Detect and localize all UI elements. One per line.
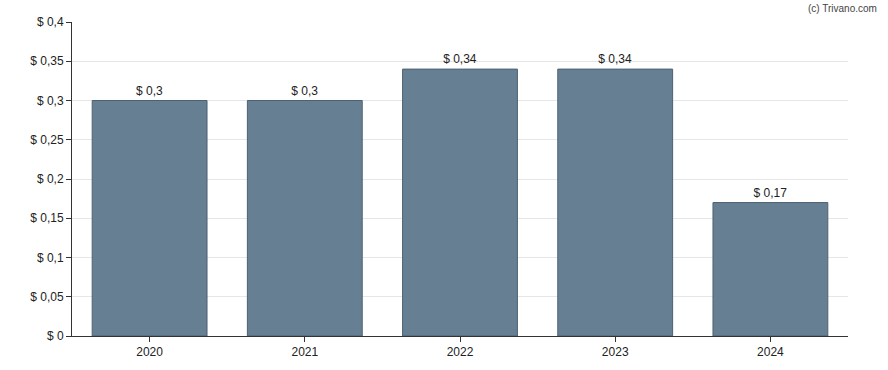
svg-text:$ 0,34: $ 0,34	[598, 52, 632, 66]
svg-text:$ 0,3: $ 0,3	[37, 94, 64, 108]
svg-text:$ 0,4: $ 0,4	[37, 15, 64, 29]
svg-text:2022: 2022	[447, 345, 474, 359]
svg-text:(c) Trivano.com: (c) Trivano.com	[808, 3, 877, 14]
svg-text:$ 0,1: $ 0,1	[37, 251, 64, 265]
svg-text:$ 0,05: $ 0,05	[30, 290, 64, 304]
svg-text:2020: 2020	[136, 345, 163, 359]
svg-text:$ 0,17: $ 0,17	[754, 186, 788, 200]
svg-text:2024: 2024	[757, 345, 784, 359]
svg-text:2021: 2021	[291, 345, 318, 359]
svg-text:$ 0,3: $ 0,3	[136, 84, 163, 98]
svg-text:$ 0: $ 0	[47, 329, 64, 343]
svg-text:$ 0,3: $ 0,3	[291, 84, 318, 98]
svg-text:$ 0,25: $ 0,25	[30, 133, 64, 147]
svg-text:$ 0,2: $ 0,2	[37, 172, 64, 186]
svg-text:2023: 2023	[602, 345, 629, 359]
svg-text:$ 0,15: $ 0,15	[30, 211, 64, 225]
svg-text:$ 0,35: $ 0,35	[30, 54, 64, 68]
svg-text:$ 0,34: $ 0,34	[443, 52, 477, 66]
